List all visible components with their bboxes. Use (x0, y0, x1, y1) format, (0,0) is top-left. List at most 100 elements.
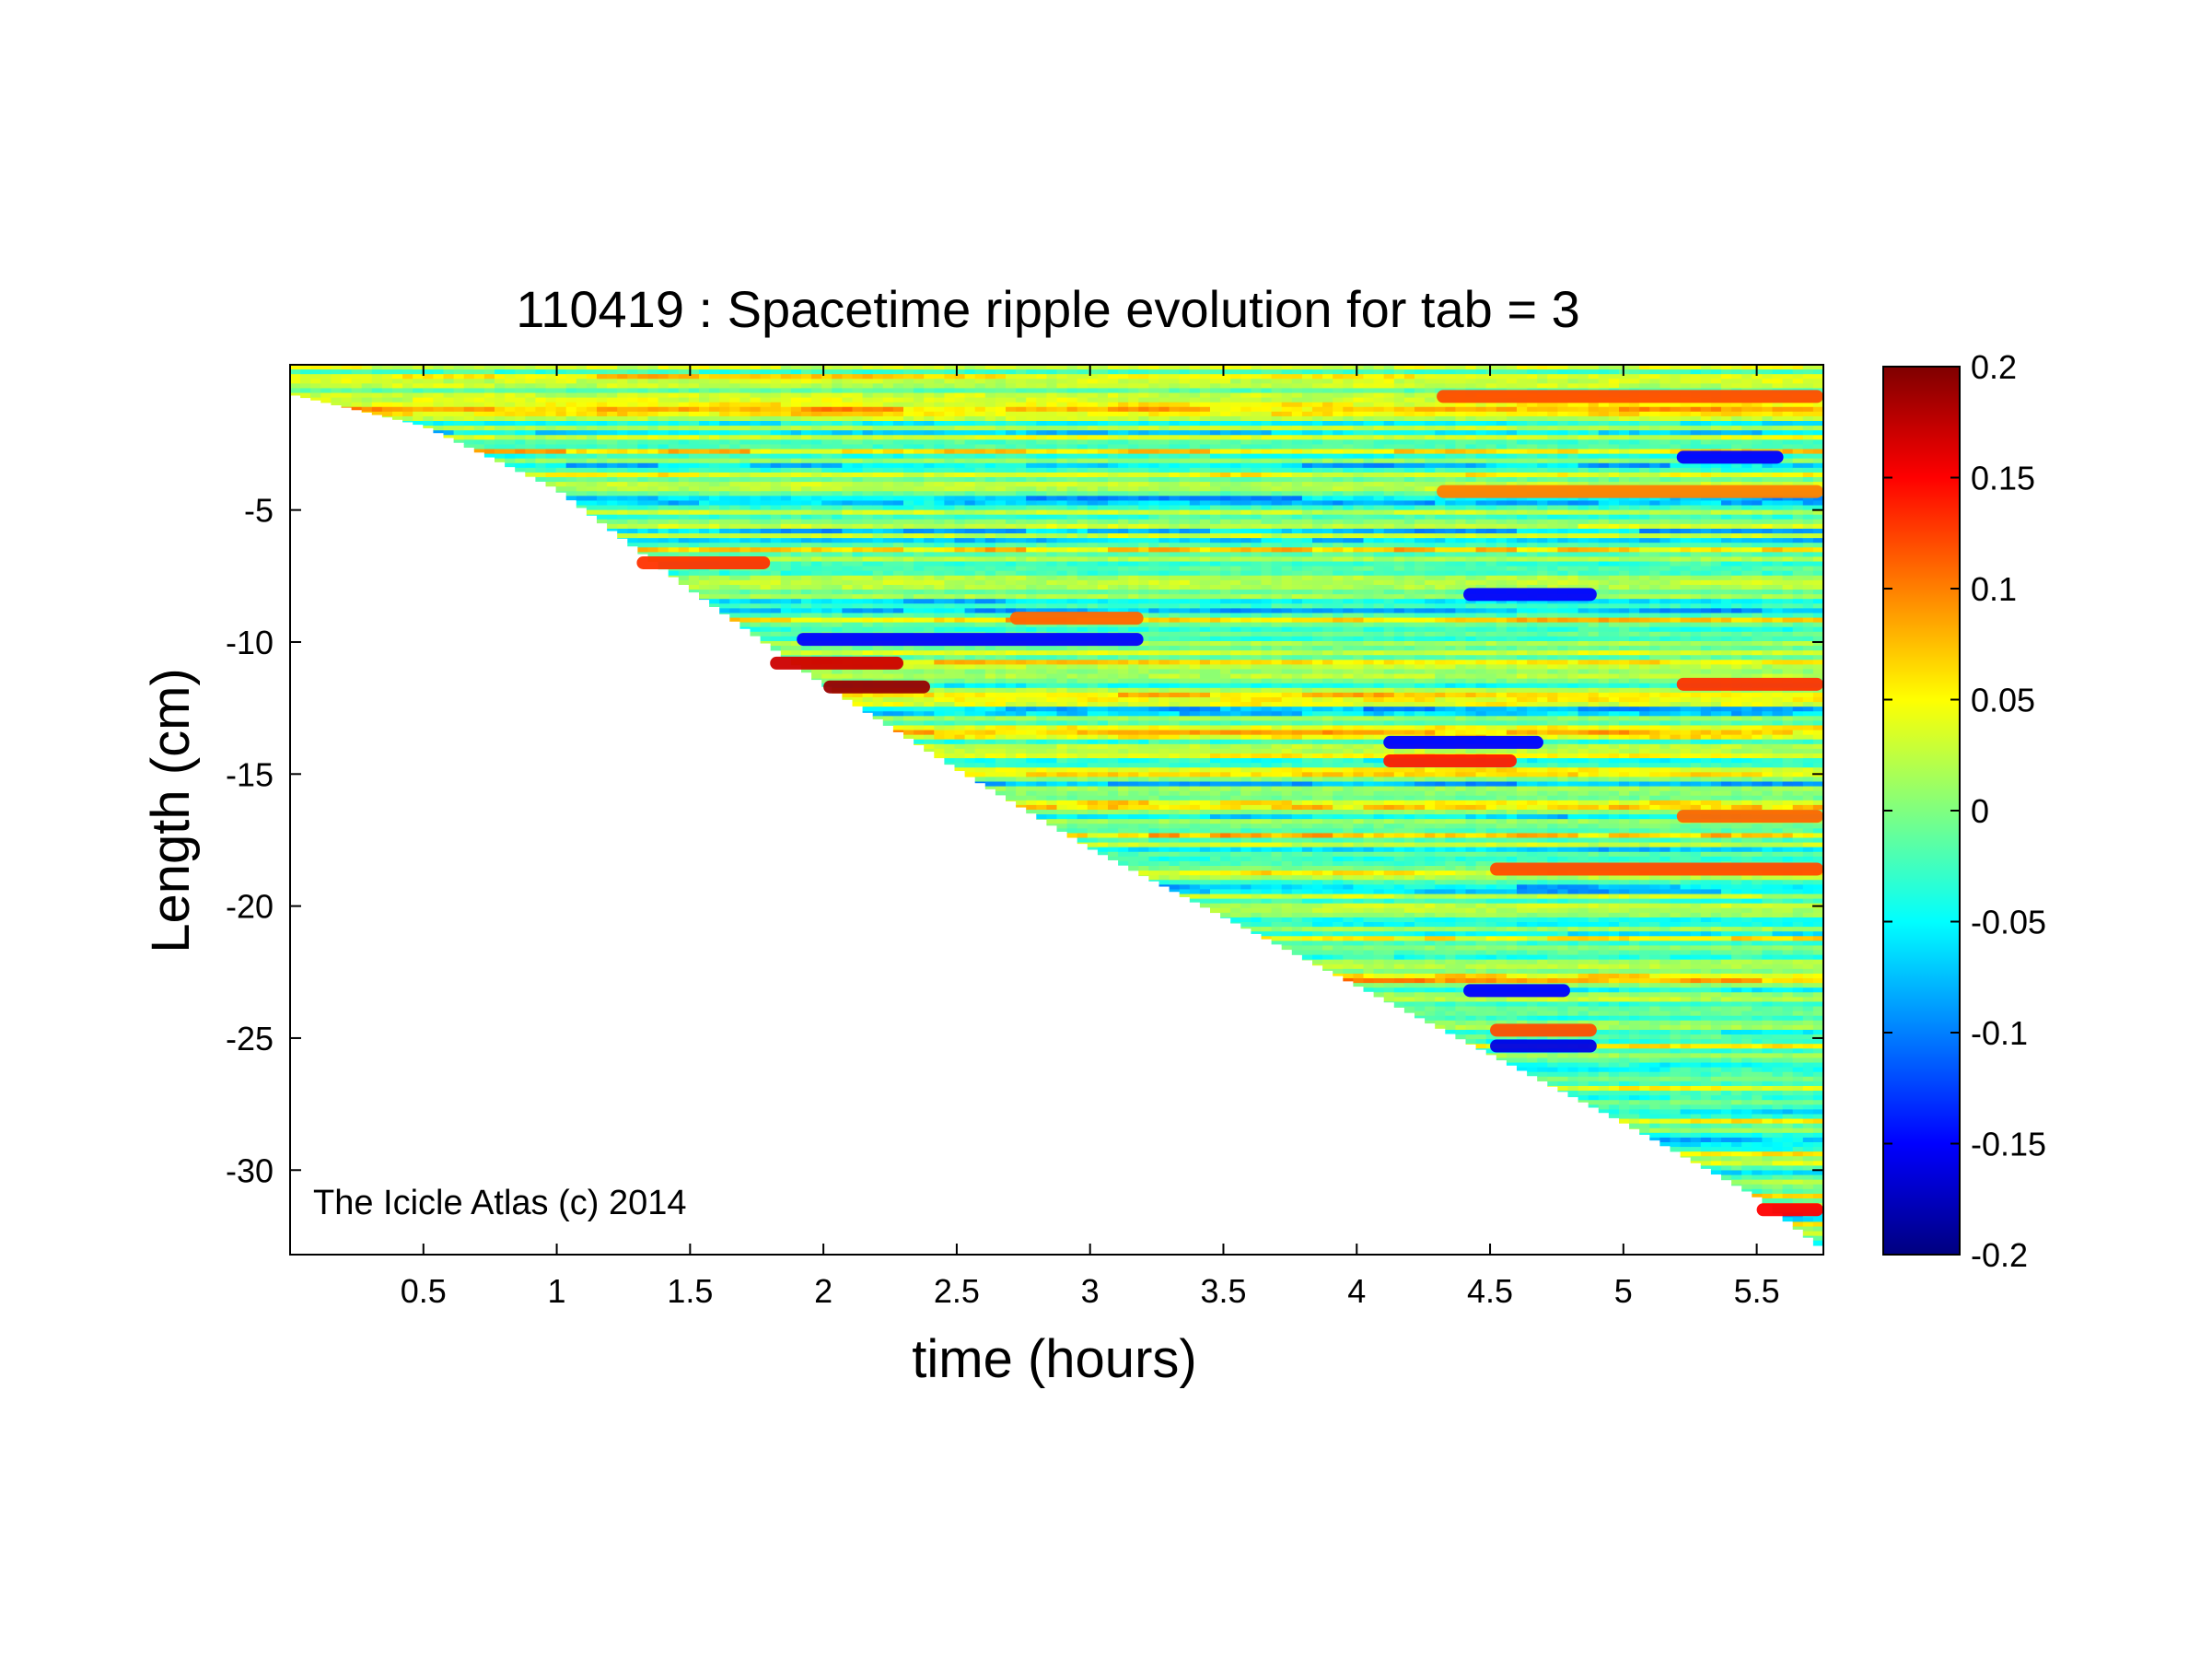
heatmap-cell (647, 402, 659, 408)
heatmap-cell (1097, 842, 1109, 848)
heatmap-cell (954, 514, 966, 520)
heatmap-cell (924, 388, 935, 394)
heatmap-cell (688, 514, 700, 520)
heatmap-cell (1158, 369, 1170, 375)
heatmap-cell (872, 449, 884, 455)
heatmap-cell (780, 594, 792, 600)
heatmap-cell (790, 613, 802, 619)
heatmap-cell (1087, 406, 1099, 413)
heatmap-cell (821, 365, 832, 370)
heatmap-cell (453, 365, 465, 370)
heatmap-cell (1108, 819, 1119, 824)
heatmap-cell (525, 421, 536, 426)
heatmap-cell (944, 720, 956, 727)
heatmap-cell (995, 482, 1007, 487)
heatmap-cell (1056, 772, 1068, 778)
heatmap-cell (903, 603, 914, 609)
heatmap-cell (1097, 449, 1109, 455)
heatmap-cell (954, 415, 966, 422)
heatmap-cell (862, 462, 874, 469)
heatmap-cell (882, 491, 894, 497)
heatmap-cell (964, 720, 976, 727)
heatmap-cell (1138, 655, 1149, 660)
heatmap-cell (974, 692, 986, 698)
heatmap-cell (760, 543, 772, 548)
heatmap-cell (801, 519, 812, 525)
heatmap-cell (1036, 533, 1047, 539)
heatmap-cell (617, 477, 628, 483)
heatmap-cell (964, 482, 976, 487)
heatmap-cell (1087, 646, 1099, 651)
heatmap-cell (1026, 523, 1037, 530)
heatmap-cell (1036, 692, 1047, 698)
heatmap-cell (637, 528, 649, 534)
heatmap-cell (1097, 533, 1109, 539)
heatmap-cell (1087, 777, 1099, 783)
heatmap-cell (892, 533, 904, 539)
heatmap-cell (443, 397, 455, 403)
heatmap-cell (1066, 804, 1078, 811)
heatmap-cell (872, 702, 884, 707)
heatmap-cell (842, 496, 854, 502)
heatmap-cell (1097, 561, 1109, 567)
heatmap-cell (1138, 804, 1149, 811)
heatmap-cell (607, 477, 618, 483)
heatmap-cell (668, 472, 680, 478)
heatmap-cell (1026, 767, 1037, 773)
heatmap-cell (647, 411, 659, 417)
heatmap-cell (852, 584, 864, 590)
heatmap-cell (903, 411, 914, 417)
heatmap-cell (821, 566, 832, 572)
heatmap-cell (647, 482, 659, 487)
heatmap-cell (1066, 734, 1078, 741)
heatmap-cell (1118, 579, 1129, 586)
heatmap-cell (862, 561, 874, 567)
heatmap-cell (790, 477, 802, 483)
heatmap-cell (607, 402, 618, 408)
heatmap-cell (1108, 743, 1119, 750)
heatmap-cell (668, 491, 680, 497)
heatmap-cell (719, 421, 730, 426)
heatmap-cell (1108, 856, 1119, 860)
heatmap-cell (371, 365, 383, 370)
heatmap-cell (1158, 819, 1170, 824)
heatmap-cell (647, 453, 659, 460)
heatmap-cell (882, 579, 894, 586)
heatmap-cell (964, 626, 976, 633)
heatmap-cell (1169, 702, 1181, 707)
heatmap-cell (688, 388, 700, 394)
heatmap-cell (984, 603, 996, 609)
heatmap-cell (627, 426, 638, 431)
heatmap-cell (1158, 509, 1170, 516)
heatmap-cell (1087, 570, 1099, 577)
heatmap-cell (597, 435, 608, 440)
heatmap-cell (1036, 730, 1047, 736)
heatmap-cell (699, 365, 710, 370)
heatmap-cell (790, 374, 802, 380)
heatmap-cell (1087, 748, 1099, 754)
heatmap-cell (974, 753, 986, 759)
heatmap-cell (1169, 696, 1181, 703)
heatmap-cell (1026, 505, 1037, 511)
heatmap-cell (1016, 599, 1027, 604)
heatmap-cell (495, 388, 506, 394)
heatmap-cell (1026, 462, 1037, 469)
heatmap-cell (832, 500, 843, 507)
heatmap-cell (750, 415, 762, 422)
heatmap-cell (1006, 716, 1017, 721)
heatmap-cell (402, 402, 413, 408)
heatmap-cell (1046, 594, 1058, 600)
heatmap-cell (821, 622, 832, 628)
heatmap-cell (525, 444, 536, 450)
heatmap-cell (1179, 402, 1191, 408)
heatmap-cell (1158, 528, 1170, 534)
heatmap-cell (668, 467, 680, 473)
heatmap-cell (750, 617, 762, 624)
heatmap-cell (576, 411, 588, 417)
heatmap-cell (320, 369, 332, 375)
heatmap-cell (914, 430, 925, 436)
heatmap-cell (1118, 462, 1129, 469)
heatmap-cell (974, 646, 986, 651)
heatmap-cell (739, 486, 751, 492)
heatmap-cell (1026, 622, 1037, 628)
